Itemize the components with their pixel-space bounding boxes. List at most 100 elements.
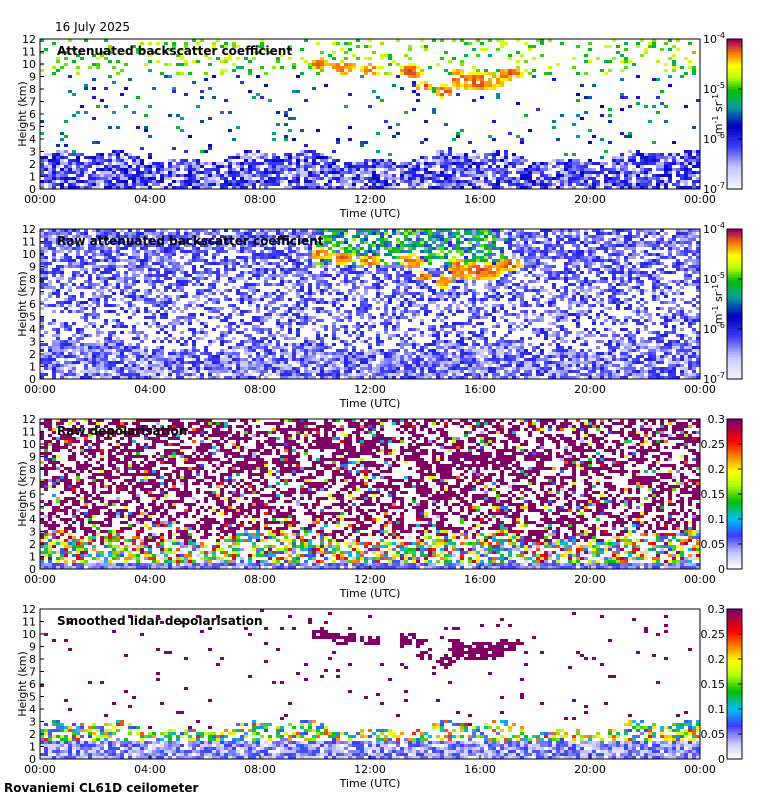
y-tick-label: 12 [22, 603, 36, 616]
panel-title: Attenuated backscatter coefficient [57, 44, 292, 58]
panel-title: Smoothed lidar depolarisation [57, 614, 263, 628]
y-tick-label: 8 [29, 273, 36, 286]
colorbar-frame [726, 38, 743, 190]
colorbar: 10-7 10-6 10-5 10-4 m-1 sr-1 [703, 31, 743, 196]
y-axis-label: Height (km) [16, 651, 29, 717]
x-tick-label: 16:00 [464, 383, 496, 396]
y-tick-label: 8 [29, 463, 36, 476]
x-tick-label: 04:00 [134, 573, 166, 586]
x-tick-label: 00:00 [684, 193, 716, 206]
colorbar-unit-label: m-1 sr-1 [711, 94, 725, 134]
y-tick-label: 10 [22, 438, 36, 451]
colorbar-tick-label: 0.1 [708, 513, 726, 526]
y-tick-label: 5 [29, 501, 36, 514]
y-tick-label: 2 [29, 158, 36, 171]
y-tick-label: 11 [22, 616, 36, 629]
colorbar-tick-label: 10-7 [703, 371, 725, 386]
x-tick-label: 00:00 [24, 763, 56, 776]
y-axis-label: Height (km) [16, 461, 29, 527]
heatmap-cells [40, 39, 700, 189]
panel-title: Raw attenuated backscatter coefficient [57, 234, 324, 248]
y-tick-label: 8 [29, 653, 36, 666]
colorbar-tick-label: 0.15 [701, 678, 726, 691]
y-tick-label: 0 [29, 753, 36, 766]
colorbar-tick-label: 0.25 [701, 628, 726, 641]
x-tick-label: 04:00 [134, 763, 166, 776]
x-tick-label: 08:00 [244, 573, 276, 586]
x-tick-label: 12:00 [354, 193, 386, 206]
colorbar-unit-label: m-1 sr-1 [711, 284, 725, 324]
colorbar-tick-label: 10-7 [703, 181, 725, 196]
x-tick-label: 20:00 [574, 383, 606, 396]
y-tick-label: 3 [29, 716, 36, 729]
x-tick-label: 08:00 [244, 763, 276, 776]
x-tick-label: 00:00 [24, 383, 56, 396]
heatmap-cells [40, 609, 700, 759]
y-tick-label: 0 [29, 373, 36, 386]
x-tick-label: 20:00 [574, 193, 606, 206]
panel-title: Raw depolarisation [57, 424, 187, 438]
y-axis-label: Height (km) [16, 271, 29, 337]
x-axis-label: Time (UTC) [339, 397, 401, 410]
colorbar-tick-label: 10-5 [703, 271, 725, 286]
y-tick-label: 11 [22, 426, 36, 439]
y-tick-label: 4 [29, 133, 36, 146]
x-tick-label: 20:00 [574, 573, 606, 586]
instrument-label: Rovaniemi CL61D ceilometer [4, 781, 199, 795]
colorbar-tick-label: 10-6 [703, 131, 725, 146]
y-tick-label: 12 [22, 223, 36, 236]
colorbar: 0 0.05 0.1 0.15 0.2 0.25 0.3 [701, 603, 743, 766]
x-tick-label: 16:00 [464, 193, 496, 206]
colorbar-tick-label: 0.3 [708, 603, 726, 616]
colorbar: 10-7 10-6 10-5 10-4 m-1 sr-1 [703, 221, 743, 386]
colorbar-tick-label: 0 [718, 753, 725, 766]
y-tick-label: 1 [29, 741, 36, 754]
y-axis-label: Height (km) [16, 81, 29, 147]
y-tick-label: 6 [29, 108, 36, 121]
colorbar-tick-label: 0.3 [708, 413, 726, 426]
colorbar-tick-label: 0.2 [708, 463, 726, 476]
y-tick-label: 9 [29, 451, 36, 464]
x-tick-label: 00:00 [684, 763, 716, 776]
colorbar-tick-label: 10-4 [703, 31, 725, 46]
x-tick-label: 00:00 [24, 573, 56, 586]
y-tick-label: 10 [22, 248, 36, 261]
colorbar-frame [726, 228, 743, 380]
y-tick-label: 11 [22, 236, 36, 249]
x-tick-label: 16:00 [464, 763, 496, 776]
y-tick-label: 10 [22, 58, 36, 71]
x-axis-label: Time (UTC) [339, 207, 401, 220]
y-tick-label: 3 [29, 336, 36, 349]
y-tick-label: 2 [29, 538, 36, 551]
y-tick-label: 6 [29, 678, 36, 691]
y-tick-label: 7 [29, 96, 36, 109]
heatmap-cells [40, 229, 700, 379]
y-tick-label: 5 [29, 121, 36, 134]
y-tick-label: 5 [29, 691, 36, 704]
y-tick-label: 8 [29, 83, 36, 96]
y-tick-label: 2 [29, 728, 36, 741]
y-tick-label: 6 [29, 298, 36, 311]
x-axis-label: Time (UTC) [339, 587, 401, 600]
colorbar-tick-label: 10-5 [703, 81, 725, 96]
y-tick-label: 7 [29, 666, 36, 679]
y-tick-label: 9 [29, 71, 36, 84]
colorbar-tick-label: 10-4 [703, 221, 725, 236]
y-tick-label: 9 [29, 641, 36, 654]
x-tick-label: 08:00 [244, 193, 276, 206]
x-tick-label: 00:00 [684, 383, 716, 396]
y-tick-label: 3 [29, 146, 36, 159]
y-tick-label: 6 [29, 488, 36, 501]
colorbar-tick-label: 0.25 [701, 438, 726, 451]
x-tick-label: 20:00 [574, 763, 606, 776]
y-tick-label: 1 [29, 171, 36, 184]
y-tick-label: 5 [29, 311, 36, 324]
y-tick-label: 7 [29, 476, 36, 489]
colorbar-tick-label: 0.1 [708, 703, 726, 716]
x-tick-label: 08:00 [244, 383, 276, 396]
y-tick-label: 2 [29, 348, 36, 361]
